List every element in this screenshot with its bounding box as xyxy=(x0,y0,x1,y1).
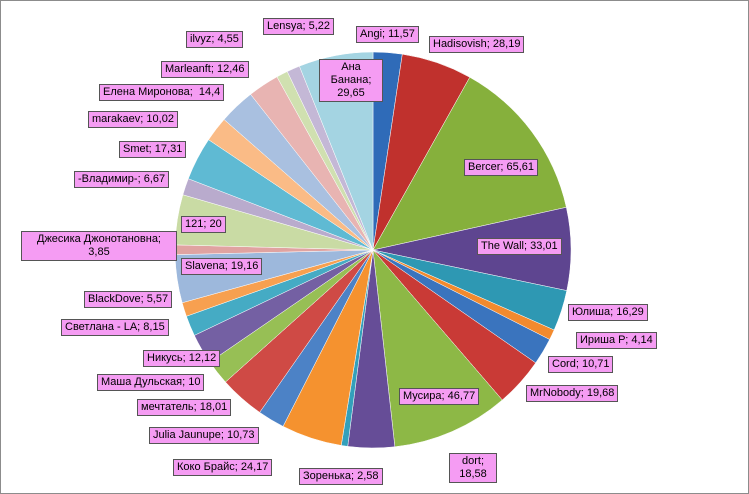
data-label: Никусь; 12,12 xyxy=(143,350,221,367)
data-label: мечтатель; 18,01 xyxy=(137,399,232,416)
data-label: Елена Миронова; 14,4 xyxy=(99,84,225,101)
data-label: Hadisovish; 28,19 xyxy=(429,36,525,53)
data-label: marakaev; 10,02 xyxy=(88,111,178,128)
data-label: Angi; 11,57 xyxy=(356,26,419,43)
data-label: Marleanft; 12,46 xyxy=(161,61,249,78)
data-label: Маша Дульская; 10 xyxy=(97,374,205,391)
data-label: BlackDove; 5,57 xyxy=(84,291,173,308)
data-label: Julia Jaunupe; 10,73 xyxy=(149,427,259,444)
data-label: Коко Брайс; 24,17 xyxy=(173,459,273,476)
data-label: Lensya; 5,22 xyxy=(263,18,334,35)
data-label: MrNobody; 19,68 xyxy=(526,385,619,402)
data-label: -Владимир-; 6,67 xyxy=(74,171,170,188)
data-label: Bercer; 65,61 xyxy=(464,159,539,176)
data-label: Зоренька; 2,58 xyxy=(299,468,383,485)
data-label: Slavena; 19,16 xyxy=(181,258,263,275)
data-label: ilvyz; 4,55 xyxy=(186,31,243,48)
data-label: Smet; 17,31 xyxy=(119,141,187,158)
data-label: Ана Банана; 29,65 xyxy=(319,59,383,102)
data-label: Cord; 10,71 xyxy=(548,356,614,373)
data-label: The Wall; 33,01 xyxy=(477,238,562,255)
data-label: Ириша Р; 4,14 xyxy=(576,332,657,349)
data-label: Мусира; 46,77 xyxy=(399,388,480,405)
data-label: Светлана - LA; 8,15 xyxy=(61,319,169,336)
data-label: 121; 20 xyxy=(181,216,226,233)
data-label: Юлиша; 16,29 xyxy=(568,304,648,321)
data-label: Джесика Джонотановна; 3,85 xyxy=(21,231,177,261)
data-label: dort; 18,58 xyxy=(449,453,497,483)
